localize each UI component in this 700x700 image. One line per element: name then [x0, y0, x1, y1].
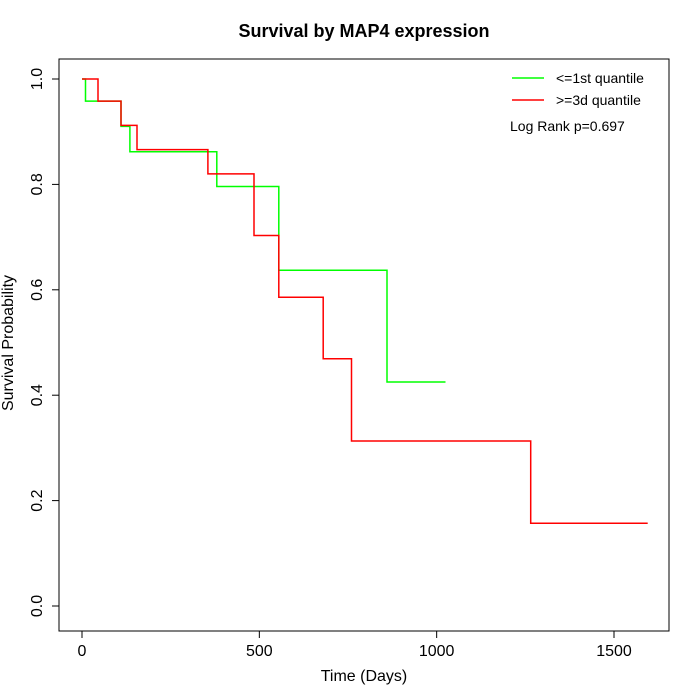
- x-axis-title: Time (Days): [321, 668, 408, 685]
- legend-label-low: <=1st quantile: [556, 70, 644, 86]
- chart-title: Survival by MAP4 expression: [238, 21, 489, 41]
- y-tick-label: 0.4: [29, 384, 46, 406]
- legend: <=1st quantile >=3d quantile Log Rank p=…: [510, 70, 644, 134]
- y-tick-label: 0.6: [29, 279, 46, 301]
- series-layer: [82, 78, 648, 525]
- x-tick-label: 1500: [596, 643, 632, 660]
- y-axis: 0.0 0.2 0.4 0.6 0.8 1.0: [29, 68, 59, 617]
- series-line-high-quantile: [82, 78, 648, 525]
- x-tick-label: 500: [246, 643, 273, 660]
- y-tick-label: 0.0: [29, 595, 46, 617]
- y-tick-label: 1.0: [29, 68, 46, 90]
- y-tick-label: 0.8: [29, 173, 46, 195]
- x-tick-label: 0: [78, 643, 87, 660]
- x-tick-label: 1000: [419, 643, 455, 660]
- logrank-annotation: Log Rank p=0.697: [510, 118, 625, 134]
- x-axis: 0 500 1000 1500: [78, 631, 632, 660]
- series-line-low-quantile: [82, 78, 446, 383]
- y-axis-title: Survival Probability: [0, 275, 17, 411]
- legend-label-high: >=3d quantile: [556, 92, 641, 108]
- plot-frame: [58, 58, 670, 632]
- y-tick-label: 0.2: [29, 489, 46, 511]
